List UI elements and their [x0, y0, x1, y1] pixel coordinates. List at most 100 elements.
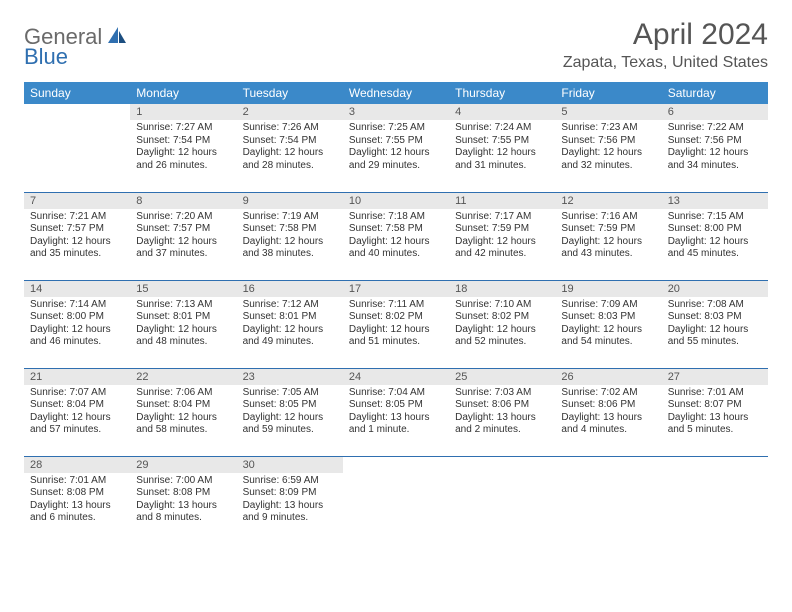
day-number: 22 [130, 369, 236, 385]
day-number: 7 [24, 193, 130, 209]
sunrise-text: Sunrise: 7:04 AM [349, 387, 443, 400]
sunset-text: Sunset: 8:03 PM [561, 311, 655, 324]
empty-cell [662, 457, 768, 473]
cell-body: Sunrise: 7:18 AMSunset: 7:58 PMDaylight:… [343, 209, 449, 265]
calendar-cell: 12Sunrise: 7:16 AMSunset: 7:59 PMDayligh… [555, 192, 661, 280]
cell-body: Sunrise: 7:17 AMSunset: 7:59 PMDaylight:… [449, 209, 555, 265]
calendar-row: 28Sunrise: 7:01 AMSunset: 8:08 PMDayligh… [24, 456, 768, 544]
cell-body: Sunrise: 7:14 AMSunset: 8:00 PMDaylight:… [24, 297, 130, 353]
sunrise-text: Sunrise: 7:02 AM [561, 387, 655, 400]
logo-text-blue: Blue [24, 44, 68, 69]
calendar-cell: 28Sunrise: 7:01 AMSunset: 8:08 PMDayligh… [24, 456, 130, 544]
daylight-line1: Daylight: 12 hours [136, 236, 230, 249]
sunrise-text: Sunrise: 7:23 AM [561, 122, 655, 135]
daylight-line2: and 49 minutes. [243, 336, 337, 349]
weekday-header: Wednesday [343, 82, 449, 104]
daylight-line1: Daylight: 13 hours [455, 412, 549, 425]
calendar-cell: 30Sunrise: 6:59 AMSunset: 8:09 PMDayligh… [237, 456, 343, 544]
location: Zapata, Texas, United States [563, 54, 768, 72]
daylight-line2: and 32 minutes. [561, 160, 655, 173]
calendar-cell: 25Sunrise: 7:03 AMSunset: 8:06 PMDayligh… [449, 368, 555, 456]
calendar-cell: 18Sunrise: 7:10 AMSunset: 8:02 PMDayligh… [449, 280, 555, 368]
daylight-line1: Daylight: 13 hours [30, 500, 124, 513]
cell-body: Sunrise: 7:03 AMSunset: 8:06 PMDaylight:… [449, 385, 555, 441]
sunset-text: Sunset: 7:59 PM [455, 223, 549, 236]
daylight-line1: Daylight: 12 hours [668, 236, 762, 249]
daylight-line2: and 8 minutes. [136, 512, 230, 525]
day-number: 8 [130, 193, 236, 209]
cell-body: Sunrise: 7:25 AMSunset: 7:55 PMDaylight:… [343, 120, 449, 176]
weekday-header: Friday [555, 82, 661, 104]
empty-cell [449, 457, 555, 473]
day-number: 5 [555, 104, 661, 120]
cell-body: Sunrise: 7:09 AMSunset: 8:03 PMDaylight:… [555, 297, 661, 353]
calendar-cell: 17Sunrise: 7:11 AMSunset: 8:02 PMDayligh… [343, 280, 449, 368]
day-number: 17 [343, 281, 449, 297]
daylight-line2: and 40 minutes. [349, 248, 443, 261]
cell-body: Sunrise: 7:22 AMSunset: 7:56 PMDaylight:… [662, 120, 768, 176]
daylight-line2: and 31 minutes. [455, 160, 549, 173]
cell-body: Sunrise: 7:08 AMSunset: 8:03 PMDaylight:… [662, 297, 768, 353]
sunrise-text: Sunrise: 7:09 AM [561, 299, 655, 312]
daylight-line1: Daylight: 12 hours [561, 236, 655, 249]
daylight-line1: Daylight: 12 hours [243, 236, 337, 249]
daylight-line1: Daylight: 13 hours [561, 412, 655, 425]
daylight-line2: and 9 minutes. [243, 512, 337, 525]
daylight-line2: and 35 minutes. [30, 248, 124, 261]
sunset-text: Sunset: 8:06 PM [561, 399, 655, 412]
calendar-row: 14Sunrise: 7:14 AMSunset: 8:00 PMDayligh… [24, 280, 768, 368]
daylight-line1: Daylight: 13 hours [243, 500, 337, 513]
sunrise-text: Sunrise: 7:12 AM [243, 299, 337, 312]
daylight-line1: Daylight: 12 hours [349, 147, 443, 160]
cell-body: Sunrise: 7:21 AMSunset: 7:57 PMDaylight:… [24, 209, 130, 265]
calendar-cell: 11Sunrise: 7:17 AMSunset: 7:59 PMDayligh… [449, 192, 555, 280]
sunset-text: Sunset: 7:55 PM [455, 135, 549, 148]
cell-body: Sunrise: 7:04 AMSunset: 8:05 PMDaylight:… [343, 385, 449, 441]
calendar-cell: 10Sunrise: 7:18 AMSunset: 7:58 PMDayligh… [343, 192, 449, 280]
day-number: 10 [343, 193, 449, 209]
daylight-line2: and 46 minutes. [30, 336, 124, 349]
calendar-cell: 5Sunrise: 7:23 AMSunset: 7:56 PMDaylight… [555, 104, 661, 192]
calendar-cell: 27Sunrise: 7:01 AMSunset: 8:07 PMDayligh… [662, 368, 768, 456]
empty-cell [24, 104, 130, 120]
sunset-text: Sunset: 7:55 PM [349, 135, 443, 148]
sunrise-text: Sunrise: 7:18 AM [349, 211, 443, 224]
daylight-line2: and 34 minutes. [668, 160, 762, 173]
daylight-line2: and 51 minutes. [349, 336, 443, 349]
day-number: 2 [237, 104, 343, 120]
sunrise-text: Sunrise: 7:10 AM [455, 299, 549, 312]
calendar-cell [343, 456, 449, 544]
day-number: 21 [24, 369, 130, 385]
daylight-line1: Daylight: 12 hours [30, 236, 124, 249]
daylight-line2: and 29 minutes. [349, 160, 443, 173]
daylight-line1: Daylight: 12 hours [455, 147, 549, 160]
calendar-cell: 29Sunrise: 7:00 AMSunset: 8:08 PMDayligh… [130, 456, 236, 544]
calendar-cell: 9Sunrise: 7:19 AMSunset: 7:58 PMDaylight… [237, 192, 343, 280]
sunset-text: Sunset: 8:05 PM [349, 399, 443, 412]
cell-body: Sunrise: 7:23 AMSunset: 7:56 PMDaylight:… [555, 120, 661, 176]
calendar-cell [449, 456, 555, 544]
daylight-line2: and 5 minutes. [668, 424, 762, 437]
daylight-line1: Daylight: 12 hours [136, 324, 230, 337]
day-number: 20 [662, 281, 768, 297]
sunset-text: Sunset: 8:06 PM [455, 399, 549, 412]
daylight-line2: and 42 minutes. [455, 248, 549, 261]
sunrise-text: Sunrise: 7:05 AM [243, 387, 337, 400]
sunset-text: Sunset: 7:54 PM [243, 135, 337, 148]
sunrise-text: Sunrise: 7:24 AM [455, 122, 549, 135]
cell-body: Sunrise: 7:16 AMSunset: 7:59 PMDaylight:… [555, 209, 661, 265]
daylight-line1: Daylight: 12 hours [30, 324, 124, 337]
sunset-text: Sunset: 8:04 PM [30, 399, 124, 412]
sunset-text: Sunset: 8:01 PM [243, 311, 337, 324]
sunrise-text: Sunrise: 7:17 AM [455, 211, 549, 224]
cell-body: Sunrise: 7:19 AMSunset: 7:58 PMDaylight:… [237, 209, 343, 265]
day-number: 24 [343, 369, 449, 385]
sunset-text: Sunset: 8:04 PM [136, 399, 230, 412]
daylight-line2: and 54 minutes. [561, 336, 655, 349]
cell-body: Sunrise: 7:20 AMSunset: 7:57 PMDaylight:… [130, 209, 236, 265]
calendar-cell [662, 456, 768, 544]
cell-body: Sunrise: 7:12 AMSunset: 8:01 PMDaylight:… [237, 297, 343, 353]
sunrise-text: Sunrise: 7:19 AM [243, 211, 337, 224]
sunrise-text: Sunrise: 7:00 AM [136, 475, 230, 488]
weekday-header: Tuesday [237, 82, 343, 104]
